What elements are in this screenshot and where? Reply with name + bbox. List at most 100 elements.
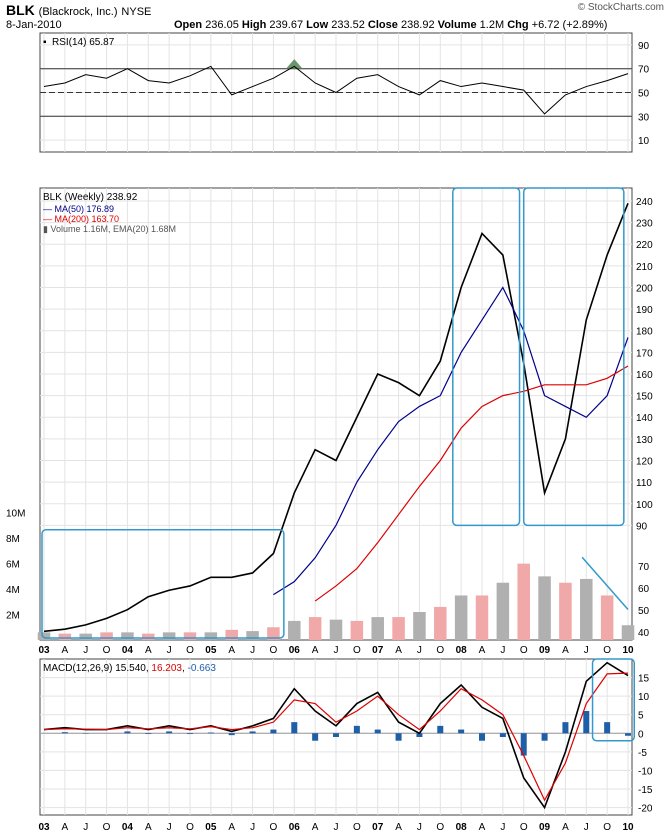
x-tick-label: A: [312, 645, 319, 656]
price-tick-label: 90: [636, 521, 648, 532]
volume-bar: [58, 633, 72, 640]
x-tick-label: A: [312, 822, 319, 833]
x-tick-label: J: [500, 822, 505, 833]
x-tick-label: J: [83, 645, 88, 656]
volume-bar: [100, 632, 113, 640]
x-tick-label: A: [562, 645, 569, 656]
x-tick-label: A: [145, 645, 152, 656]
macd-tick-label: -5: [638, 748, 647, 759]
high-value: 239.67: [269, 19, 304, 31]
price-tick-label: 100: [636, 500, 653, 511]
macd-tick-label: 5: [638, 711, 644, 722]
volume-bar: [454, 595, 468, 640]
x-tick-label: 10: [622, 822, 634, 833]
volume-tick-label: 10M: [6, 509, 25, 520]
volume-bar: [621, 625, 635, 640]
x-tick-label: O: [436, 645, 444, 656]
rsi-tick-label: 70: [638, 65, 650, 76]
macd-histogram-bar: [541, 733, 548, 741]
macd-legend-part: ,: [182, 663, 188, 674]
x-tick-label: 05: [205, 645, 217, 656]
volume-bar: [413, 612, 426, 640]
annotation-box-macd: [591, 658, 636, 742]
annotation-box-2008: [452, 187, 521, 527]
x-tick-label: J: [250, 645, 255, 656]
x-tick-label: 07: [372, 645, 384, 656]
macd-histogram-bar: [395, 733, 402, 741]
x-tick-label: A: [62, 822, 69, 833]
x-tick-label: A: [228, 822, 235, 833]
volume-tick-label: 8M: [6, 534, 20, 545]
price-tick-label: 140: [636, 413, 653, 424]
quote-date: 8-Jan-2010: [6, 19, 62, 31]
macd-histogram-bar: [437, 725, 444, 734]
volume-bar: [121, 632, 134, 640]
x-tick-label: 10: [622, 645, 634, 656]
macd-legend-part: -0.663: [188, 663, 217, 674]
price-series-ma50: [273, 286, 629, 596]
macd-histogram-bar: [166, 731, 173, 734]
x-tick-label: J: [417, 822, 422, 833]
low-value: 233.52: [331, 19, 365, 31]
volume-value: 1.2M: [479, 19, 505, 31]
close-label: Close: [367, 19, 398, 31]
x-tick-label: A: [62, 645, 69, 656]
price-tick-label: 200: [636, 283, 653, 294]
rsi-legend: RSI(14) 65.87: [52, 37, 115, 48]
x-tick-label: 06: [289, 822, 301, 833]
volume-bar: [538, 576, 551, 640]
macd-histogram-bar: [249, 731, 256, 734]
x-tick-label: O: [520, 645, 528, 656]
x-tick-label: O: [186, 822, 194, 833]
rsi-tick-label: 30: [638, 112, 650, 123]
x-tick-label: 04: [122, 645, 134, 656]
macd-histogram-bar: [312, 733, 319, 741]
price-tick-label: 190: [636, 305, 653, 316]
volume-bar: [392, 617, 405, 640]
price-tick-label: 130: [636, 435, 653, 446]
low-label: Low: [306, 19, 329, 31]
volume-bar: [350, 620, 364, 640]
x-tick-label: 08: [456, 645, 468, 656]
x-tick-label: O: [270, 822, 278, 833]
volume-bar: [79, 633, 92, 640]
macd-histogram-bar: [228, 733, 235, 736]
x-tick-label: 07: [372, 822, 384, 833]
volume-right-tick-label: 50: [638, 606, 650, 617]
macd-histogram-bar: [416, 733, 423, 737]
x-tick-label: 09: [539, 822, 551, 833]
macd-histogram-bar: [583, 711, 590, 734]
ticker-title: BLK (Blackrock, Inc.) NYSE: [6, 2, 151, 18]
volume-bar: [496, 582, 510, 640]
open-value: 236.05: [205, 19, 239, 31]
x-tick-label: O: [353, 645, 361, 656]
macd-histogram-bar: [270, 729, 277, 734]
volume-right-tick-label: 60: [638, 584, 650, 595]
price-tick-label: 210: [636, 262, 653, 273]
macd-histogram-bar: [625, 733, 631, 736]
macd-legend-part: 16.203: [151, 663, 182, 674]
x-tick-label: A: [562, 822, 569, 833]
price-tick-label: 160: [636, 370, 653, 381]
x-tick-label: O: [103, 822, 111, 833]
x-tick-label: J: [83, 822, 88, 833]
annotation-volume-downtrend: [581, 556, 629, 610]
rsi-tick-label: 10: [638, 136, 650, 147]
volume-tick-label: 4M: [6, 585, 20, 596]
x-tick-label: J: [167, 822, 172, 833]
x-tick-label: J: [500, 645, 505, 656]
watermark: © StockCharts.com: [577, 2, 664, 13]
rsi-line: [43, 65, 629, 115]
x-tick-label: A: [395, 645, 402, 656]
macd-histogram-bar: [562, 722, 569, 734]
x-tick-label: 03: [38, 822, 50, 833]
volume-bar: [204, 632, 218, 640]
x-tick-label: A: [145, 822, 152, 833]
x-tick-label: 08: [456, 822, 468, 833]
macd-histogram-bar: [353, 725, 360, 734]
volume-legend: ▮ Volume 1.16M, EMA(20) 1.68M: [43, 224, 176, 234]
price-tick-label: 150: [636, 392, 653, 403]
volume-bar: [475, 595, 489, 640]
volume-right-tick-label: 70: [638, 562, 650, 573]
